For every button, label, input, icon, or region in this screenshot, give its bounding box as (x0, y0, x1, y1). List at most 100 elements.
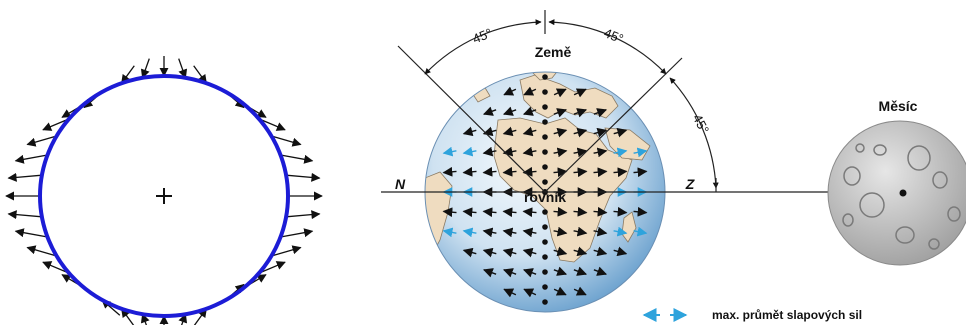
earth-arrow (593, 127, 608, 138)
earth-arrow (522, 207, 537, 218)
moon-craters (842, 143, 961, 250)
earth-arrow (573, 108, 588, 118)
meridian-dot (542, 104, 548, 110)
tidal-arrow (140, 313, 150, 325)
meridian-dot (542, 89, 548, 95)
earth-arrow (502, 227, 517, 238)
earth-arrow (633, 226, 648, 237)
earth-arrow (553, 226, 568, 237)
earth-arrow (442, 146, 457, 157)
earth-arrow (573, 266, 588, 276)
earth-arrow (553, 246, 568, 257)
tidal-arrow (121, 65, 135, 84)
legend: max. průmět slapových sil (642, 308, 862, 322)
earth-arrow (553, 286, 567, 296)
tidal-arrow (7, 210, 42, 220)
tidal-arrow (258, 118, 286, 131)
earth-arrow (522, 268, 537, 278)
tidal-arrow (193, 65, 207, 84)
earth-arrow (593, 147, 608, 158)
earth-arrow (522, 126, 537, 137)
earth-arrow (502, 268, 517, 278)
earth-arrow (462, 247, 477, 258)
earth-arrow (593, 266, 608, 276)
tidal-ellipse-figure (5, 56, 323, 325)
meridian-dots (542, 74, 548, 305)
meridian-dot (542, 209, 548, 215)
moon-label: Měsíc (879, 98, 918, 114)
earth-label: Země (535, 44, 572, 60)
angle-arc-lower-right (669, 77, 719, 189)
earth-arrow (462, 126, 477, 137)
geometry-lines (381, 10, 905, 193)
earth-arrow (593, 206, 608, 217)
earth-arrow (553, 108, 568, 118)
earth-arrow (462, 146, 477, 157)
earth-arrow (573, 246, 588, 257)
earth-arrow (482, 268, 497, 278)
earth-arrow (593, 167, 608, 178)
north-label: N (395, 176, 406, 192)
meridian-dot (542, 239, 548, 245)
tidal-arrow (286, 210, 321, 220)
meridian-dot (542, 134, 548, 140)
tidal-arrow (26, 245, 57, 257)
earth-arrow (553, 88, 567, 98)
earth-figure (424, 71, 666, 313)
earth-arrow (573, 226, 588, 237)
earth-arrow (523, 288, 537, 298)
earth-arrow (573, 206, 588, 217)
earth-arrow (613, 226, 628, 237)
diagonal-line-left (397, 45, 546, 193)
meridian-dot (542, 284, 548, 290)
earth-arrow (613, 167, 628, 178)
tidal-arrow (140, 58, 150, 79)
equator-label: rovník (524, 189, 566, 205)
center-cross-icon (156, 188, 172, 204)
meridian-dot (542, 269, 548, 275)
tidal-arrow (14, 154, 48, 164)
earth-arrow (633, 147, 648, 158)
earth-arrow (553, 266, 568, 276)
earth-arrow (442, 227, 457, 238)
earth-arrow (573, 286, 587, 296)
earth-arrow (523, 86, 537, 96)
earth-arrow (502, 166, 517, 177)
meridian-dot (542, 254, 548, 260)
earth-arrow (502, 126, 517, 137)
tidal-arrow (42, 118, 70, 131)
angle-arc-right (548, 19, 667, 75)
meridian-dot (542, 74, 548, 80)
deformed-earth-outline (38, 74, 290, 318)
tidal-arrow (280, 154, 314, 164)
tidal-arrow (193, 308, 207, 325)
earth-arrow (553, 127, 568, 138)
tidal-arrow (121, 308, 135, 325)
tidal-arrow (26, 135, 57, 147)
earth-arrow (553, 147, 568, 158)
earth-arrow (613, 246, 628, 257)
angle-label-top-left: 45° (470, 25, 494, 46)
earth-arrow (482, 106, 497, 116)
earth-arrow (522, 146, 537, 157)
earth-arrow (442, 166, 457, 177)
earth-arrow (553, 206, 568, 217)
tidal-arrow (271, 245, 302, 257)
earth-arrow (593, 226, 608, 237)
meridian-dot (542, 119, 548, 125)
angle-label-top-right: 45° (602, 25, 626, 46)
tidal-arrow (178, 313, 188, 325)
earth-arrow (502, 207, 517, 218)
tidal-arrow (178, 58, 188, 79)
meridian-dot (542, 224, 548, 230)
earth-arrow (633, 167, 648, 178)
earth-arrow (442, 207, 457, 218)
tidal-arrow (280, 228, 314, 238)
earth-arrow (462, 227, 477, 238)
earth-arrow (613, 147, 628, 158)
earth-arrow (462, 166, 477, 177)
zenith-label: Z (685, 176, 695, 192)
diagonal-line-right (544, 57, 683, 193)
earth-arrow (573, 88, 587, 98)
earth-arrow (482, 207, 497, 218)
